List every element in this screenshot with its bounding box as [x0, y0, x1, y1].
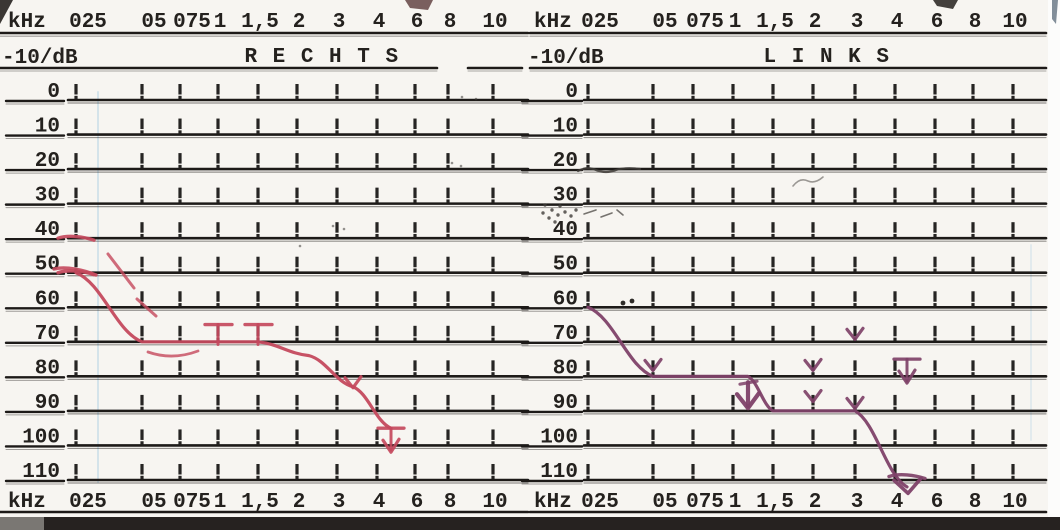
- scan-bottom-edge: [0, 517, 1060, 530]
- mark-tbar-arrow-rechts: [376, 426, 406, 454]
- freq-unit-label: kHz: [8, 11, 46, 34]
- db-row-label: 10: [35, 116, 60, 139]
- mark-arrow-links: [643, 357, 663, 373]
- freq-label: 1,5: [241, 11, 279, 34]
- freq-label: 10: [482, 11, 507, 34]
- db-row-label: 0: [565, 81, 578, 104]
- freq-label: 4: [373, 11, 386, 34]
- db-row-label: 80: [553, 357, 578, 380]
- mark-arrow-links: [845, 395, 865, 411]
- db-row-label: 110: [22, 461, 60, 484]
- freq-label: 1: [214, 491, 227, 514]
- db-row-label: 10: [553, 116, 578, 139]
- db-row-label: 60: [553, 288, 578, 311]
- panel-title: R E C H T S: [244, 46, 399, 69]
- db-row-label: 0: [47, 81, 60, 104]
- freq-label: 025: [69, 11, 107, 34]
- db-row-label: 70: [35, 323, 60, 346]
- mark-arrow-links: [845, 326, 865, 341]
- freq-label: 4: [373, 491, 386, 514]
- freq-label: 05: [141, 11, 166, 34]
- freq-label: 2: [293, 11, 306, 34]
- freq-label: 6: [411, 491, 424, 514]
- mark-tbar-rechts: [243, 322, 274, 347]
- db-row-label: 100: [540, 426, 578, 449]
- freq-label: 2: [809, 491, 822, 514]
- db-row-label: 90: [35, 392, 60, 415]
- freq-unit-label: kHz: [534, 11, 572, 34]
- db-row-label: 50: [553, 254, 578, 277]
- db-row-label: 110: [540, 461, 578, 484]
- db-row-label: 30: [553, 185, 578, 208]
- db-row-label: 90: [553, 392, 578, 415]
- db-row-label: 70: [553, 323, 578, 346]
- freq-label: 05: [652, 11, 677, 34]
- freq-label: 2: [809, 11, 822, 34]
- db-row-label: 20: [553, 150, 578, 173]
- mark-arrow-links: [803, 357, 823, 373]
- db-row-label: 80: [35, 357, 60, 380]
- freq-label: 3: [333, 491, 346, 514]
- mark-tbar-rechts: [203, 322, 234, 347]
- freq-label: 8: [444, 11, 457, 34]
- freq-label: 075: [173, 491, 211, 514]
- freq-label: 4: [891, 11, 904, 34]
- freq-label: 05: [652, 491, 677, 514]
- freq-label: 3: [851, 11, 864, 34]
- grid-rechts: kHz 025 05 075 1 1,5 2 3 4 6 8 10-10/dB R E C H T S0…: [0, 11, 530, 514]
- freq-label: 10: [1002, 11, 1027, 34]
- db-row-label: 100: [22, 426, 60, 449]
- freq-label: 8: [969, 491, 982, 514]
- mark-arrow-links: [803, 388, 823, 404]
- freq-label: 075: [173, 11, 211, 34]
- freq-label: 6: [411, 11, 424, 34]
- freq-label: 075: [686, 11, 724, 34]
- db-row-label: 20: [35, 150, 60, 173]
- freq-label: 1: [214, 11, 227, 34]
- air-conduction-curve-rechts: [52, 234, 406, 454]
- db-unit-label: -10/dB: [528, 47, 604, 70]
- panel-title: L I N K S: [764, 46, 891, 69]
- db-row-label: 40: [553, 219, 578, 242]
- db-unit-label: -10/dB: [2, 47, 78, 70]
- freq-unit-label: kHz: [534, 491, 572, 514]
- db-row-label: 50: [35, 254, 60, 277]
- freq-label: 1,5: [756, 11, 794, 34]
- mark-noresp-links: [892, 476, 923, 496]
- mark-dash-rechts: [56, 234, 96, 242]
- mark-arrow-rechts: [343, 375, 363, 390]
- smudges: [298, 95, 824, 306]
- freq-label: 4: [891, 491, 904, 514]
- freq-label: 3: [851, 491, 864, 514]
- db-row-label: 40: [35, 219, 60, 242]
- freq-label: 075: [686, 491, 724, 514]
- grid-links: kHz 025 05 075 1 1,5 2 3 4 6 8 10-10/dB L I N K S010…: [520, 11, 1048, 514]
- freq-label: 025: [69, 491, 107, 514]
- freq-label: 8: [969, 11, 982, 34]
- freq-label: 1,5: [756, 491, 794, 514]
- db-row-label: 60: [35, 288, 60, 311]
- freq-label: 2: [293, 491, 306, 514]
- freq-unit-label: kHz: [8, 491, 46, 514]
- freq-label: 1,5: [241, 491, 279, 514]
- freq-label: 1: [729, 11, 742, 34]
- freq-label: 1: [729, 491, 742, 514]
- freq-label: 3: [333, 11, 346, 34]
- freq-label: 10: [482, 491, 507, 514]
- freq-label: 025: [581, 491, 619, 514]
- mark-arrow-large-links: [734, 379, 762, 411]
- air-conduction-curve-links: [586, 305, 927, 496]
- freq-label: 05: [141, 491, 166, 514]
- freq-label: 6: [931, 491, 944, 514]
- freq-label: 6: [931, 11, 944, 34]
- freq-label: 10: [1002, 491, 1027, 514]
- mark-tbar-arrow-links: [892, 357, 922, 385]
- freq-label: 8: [444, 491, 457, 514]
- db-row-label: 30: [35, 185, 60, 208]
- freq-label: 025: [581, 11, 619, 34]
